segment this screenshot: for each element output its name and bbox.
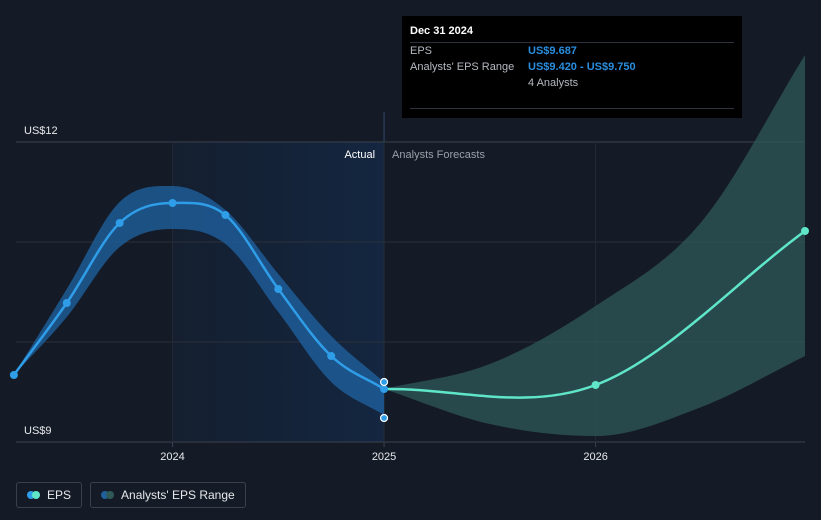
chart-legend: EPS Analysts' EPS Range [16, 482, 246, 508]
eps-forecast-point [801, 227, 809, 235]
tooltip-eps-row: EPS US$9.687 [410, 42, 734, 59]
eps-actual-point [327, 352, 336, 360]
eps-actual-point [9, 371, 18, 379]
eps-actual-point [221, 211, 230, 219]
tooltip-divider [410, 108, 734, 109]
tooltip-range-row: Analysts' EPS Range US$9.420 - US$9.750 [410, 59, 734, 75]
tooltip-date: Dec 31 2024 [410, 25, 473, 37]
chart-tooltip: Dec 31 2024 EPS US$9.687 Analysts' EPS R… [402, 16, 742, 118]
eps-swatch-icon [27, 491, 41, 499]
forecast-eps-range-band [384, 55, 805, 436]
eps-actual-point [380, 385, 389, 393]
tooltip-marker-point [379, 413, 389, 423]
tooltip-range-label: Analysts' EPS Range [410, 61, 515, 73]
tooltip-range-value: US$9.420 - US$9.750 [528, 61, 636, 73]
eps-actual-point [168, 199, 177, 207]
x-tick-label: 2026 [583, 451, 607, 463]
y-tick-label: US$9 [24, 425, 52, 437]
tooltip-analysts-count: 4 Analysts [528, 77, 579, 89]
eps-actual-point [62, 299, 71, 307]
legend-eps-toggle[interactable]: EPS [16, 482, 83, 508]
legend-eps-label: EPS [47, 488, 72, 502]
forecast-region-label: Analysts Forecasts [392, 149, 485, 161]
actual-eps-range-band [13, 185, 385, 415]
actual-region-label: Actual [344, 149, 375, 161]
legend-range-toggle[interactable]: Analysts' EPS Range [90, 482, 246, 508]
tooltip-eps-value: US$9.687 [528, 45, 577, 57]
legend-range-label: Analysts' EPS Range [121, 488, 235, 502]
eps-actual-point [274, 285, 283, 293]
eps-forecast-point [591, 381, 600, 389]
tooltip-marker-point [379, 377, 389, 387]
tooltip-analysts-row: 4 Analysts [410, 75, 734, 91]
y-tick-label: US$12 [24, 125, 58, 137]
tooltip-eps-label: EPS [410, 45, 433, 57]
eps-actual-point [115, 219, 124, 227]
range-swatch-icon [101, 491, 115, 499]
x-tick-label: 2024 [160, 451, 184, 463]
x-tick-label: 2025 [372, 451, 396, 463]
